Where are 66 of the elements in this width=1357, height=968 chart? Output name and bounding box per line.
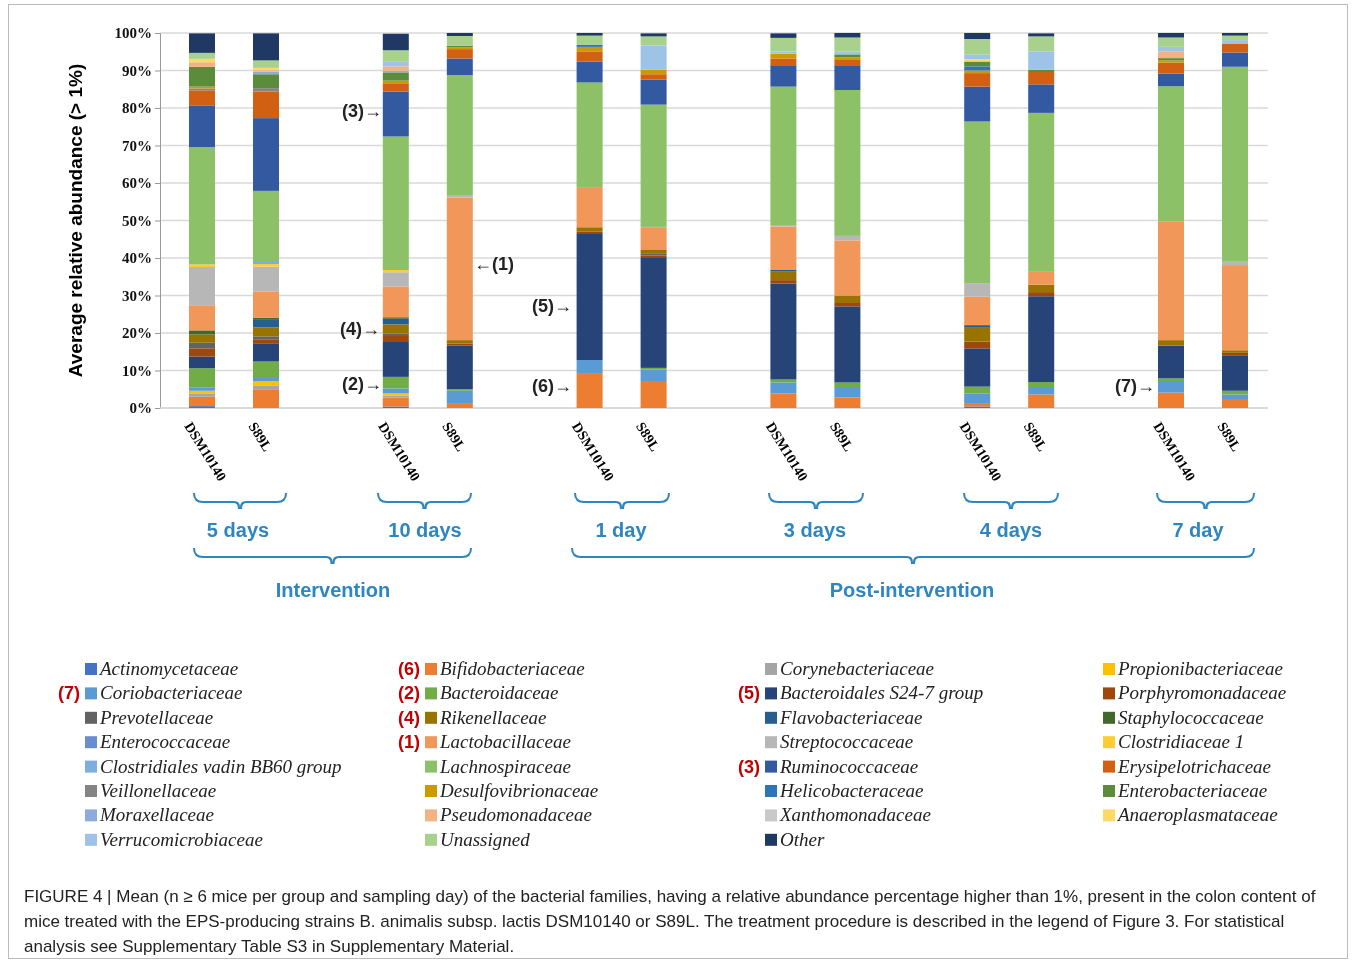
- legend-label: Enterococcaceae: [99, 731, 231, 753]
- legend-label: Lachnospiraceae: [439, 755, 571, 777]
- y-tick-label: 20%: [122, 325, 152, 342]
- y-tick-label: 30%: [122, 287, 152, 304]
- legend-label: Veillonellaceae: [100, 780, 217, 801]
- legend-label: Moraxellaceae: [99, 804, 214, 826]
- annotation: (3)→: [342, 101, 382, 121]
- legend-label: Clostridiales vadin BB60 group: [100, 755, 342, 777]
- y-tick-label: 60%: [122, 175, 152, 192]
- text: (7): [58, 683, 80, 704]
- y-tick-label: 40%: [122, 250, 152, 267]
- legend-label: Lactobacillaceae: [439, 731, 571, 753]
- legend-label: Coriobacteriaceae: [100, 682, 243, 704]
- caption: FIGURE 4 | Mean (n ≥ 6 mice per group and sampling day) of the bacterial families, having a relative abundance percentage higher than 1%, present in the colon content of mice treated with the EPS-producing strains B. animalis subsp. lactis DSM10140 or S89L. The treatment procedure is described in the legend of Figure 3. For statistical analysis see Supplementary Table S3 in Supplementary Material.: [24, 886, 1317, 958]
- text: 5 days: [206, 519, 270, 541]
- text: 4 days: [979, 519, 1043, 541]
- annotation: (5)→: [532, 296, 572, 316]
- text: (5): [738, 683, 760, 704]
- legend-label: Unassigned: [440, 828, 531, 850]
- legend-label: Erysipelotrichaceae: [1117, 755, 1272, 777]
- text: 1 day: [595, 519, 648, 541]
- y-tick-label: 70%: [122, 137, 152, 154]
- legend-label: Bacteroidales S24-7 group: [780, 682, 984, 704]
- annotation: (6)→: [532, 376, 572, 396]
- text: (2): [398, 683, 420, 704]
- legend-label: Desulfovibrionaceae: [439, 780, 599, 801]
- y-tick-label: 80%: [122, 100, 152, 117]
- y-tick-label: 100%: [114, 25, 152, 42]
- legend-label: Flavobacteriaceae: [779, 706, 923, 728]
- text: (4): [398, 707, 420, 728]
- legend-label: Anaeroplasmataceae: [1116, 804, 1278, 826]
- text: 3 days: [783, 519, 847, 541]
- annotation: (4)→: [340, 319, 380, 339]
- text: 10 days: [388, 519, 462, 541]
- legend-label: Verrucomicrobiaceae: [100, 828, 263, 850]
- text: 7 day: [1172, 519, 1225, 541]
- y-tick-label: 50%: [122, 212, 152, 229]
- legend-label: Other: [780, 828, 825, 850]
- legend-label: Propionibacteriaceae: [1117, 658, 1283, 679]
- legend-label: Streptococcaceae: [780, 731, 914, 753]
- legend-label: Actinomycetaceae: [98, 658, 239, 679]
- legend-label: Pseudomonadaceae: [439, 804, 592, 826]
- y-tick-label: 90%: [122, 62, 152, 79]
- y-tick-label: 0%: [129, 400, 152, 417]
- legend-label: Rikenellaceae: [439, 706, 547, 728]
- legend-label: Bifidobacteriaceae: [440, 658, 585, 679]
- legend-label: Staphylococcaceae: [1118, 706, 1264, 728]
- legend-label: Ruminococcaceae: [779, 755, 919, 777]
- text: (3): [738, 756, 760, 777]
- text: (6): [398, 659, 420, 679]
- legend-label: Clostridiaceae 1: [1118, 731, 1245, 753]
- text: (1): [398, 732, 420, 753]
- legend-label: Enterobacteriaceae: [1117, 780, 1268, 801]
- y-tick-label: 10%: [122, 362, 152, 379]
- text: Intervention: [275, 579, 391, 601]
- legend-label: Prevotellaceae: [99, 706, 214, 728]
- legend-label: Corynebacteriaceae: [780, 658, 935, 679]
- annotation: ←(1): [474, 254, 514, 274]
- y-axis-title: Average relative abundance (> 1%): [65, 63, 86, 378]
- legend-label: Porphyromonadaceae: [1117, 682, 1287, 704]
- legend-label: Xanthomonadaceae: [779, 804, 931, 826]
- legend-label: Bacteroidaceae: [440, 682, 559, 704]
- annotation: (7)→: [1115, 376, 1155, 396]
- text: Post-intervention: [829, 579, 995, 601]
- annotation: (2)→: [342, 374, 382, 394]
- legend-label: Helicobacteraceae: [779, 780, 924, 801]
